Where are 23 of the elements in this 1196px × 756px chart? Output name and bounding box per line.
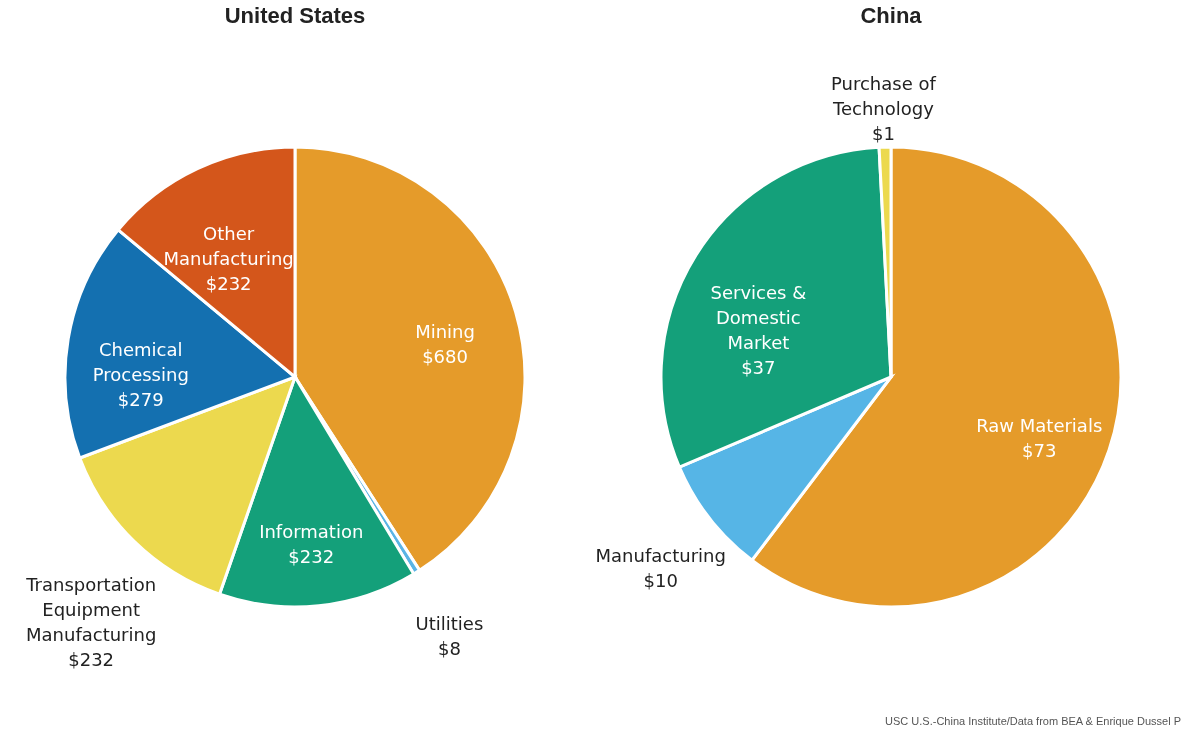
data-label: $232: [68, 649, 115, 671]
slice-label: Chemical Processing: [92, 338, 189, 385]
slice-label: Manufacturing: [595, 544, 726, 566]
slice-label: Transportation Equipment Manufacturing: [25, 574, 157, 646]
chart-title: China: [860, 3, 923, 28]
text: USC U.S.-China Institute/Data from BEA & Enrique Dussel P: [885, 715, 1181, 727]
data-label: $73: [1022, 439, 1057, 461]
data-label: $10: [643, 569, 678, 591]
slice-label: Raw Materials: [976, 414, 1103, 436]
data-label: $37: [741, 357, 776, 379]
chart-title: United States: [224, 3, 366, 28]
slice-label: Purchase of Technology: [831, 73, 937, 120]
slice-label: Other Manufacturing: [163, 223, 294, 270]
data-label: $8: [437, 637, 461, 659]
data-label: $279: [117, 388, 164, 410]
slice-label: Utilities: [415, 612, 484, 634]
slice-label: Services & Domestic Market: [710, 282, 807, 354]
data-label: $232: [288, 545, 335, 567]
data-label: $680: [422, 345, 468, 367]
data-label: $232: [205, 273, 252, 295]
slice-label: Mining: [415, 320, 475, 342]
data-label: $1: [871, 123, 895, 145]
slice-label: Information: [259, 520, 364, 542]
